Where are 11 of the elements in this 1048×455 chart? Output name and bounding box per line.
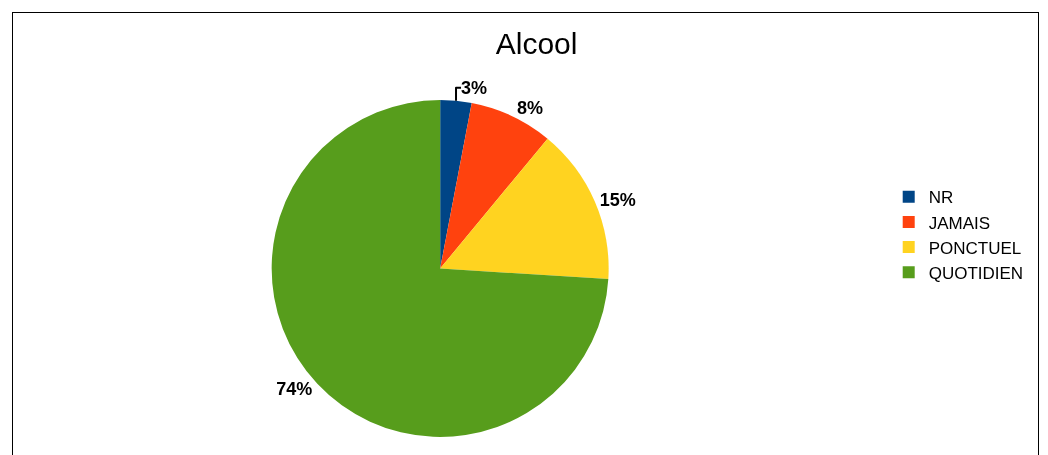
pie-slice (440, 100, 472, 269)
legend-label: QUOTIDIEN (928, 263, 1024, 283)
data-label: 15% (599, 190, 636, 210)
chart-title: Alcool (495, 26, 578, 60)
data-label: 3% (461, 77, 488, 98)
data-label: 74% (276, 378, 313, 399)
legend-label: NR (928, 188, 954, 208)
legend-label: PONCTUEL (928, 238, 1022, 258)
pie-slice (440, 102, 548, 269)
legend-label: JAMAIS (928, 213, 991, 233)
data-label: 8% (516, 97, 543, 118)
